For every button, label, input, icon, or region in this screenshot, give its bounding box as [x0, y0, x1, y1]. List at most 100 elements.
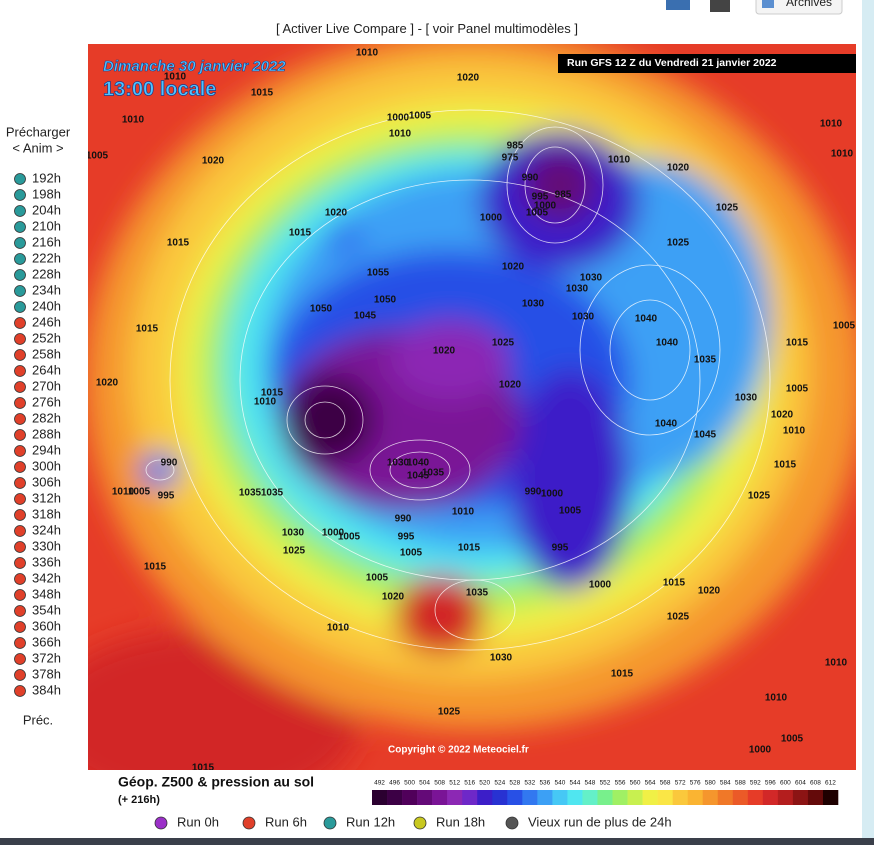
hour-dot[interactable] [14, 653, 26, 665]
hour-dot[interactable] [14, 541, 26, 553]
hour-link[interactable]: 354h [32, 602, 61, 617]
hour-link[interactable]: 264h [32, 362, 61, 377]
isobar-label: 1025 [748, 491, 771, 502]
hour-link[interactable]: 312h [32, 490, 61, 505]
hour-link[interactable]: 198h [32, 186, 61, 201]
hour-dot[interactable] [14, 477, 26, 489]
hour-link[interactable]: 318h [32, 506, 61, 521]
isobar-label: 1010 [452, 507, 475, 518]
hour-dot[interactable] [14, 269, 26, 281]
hour-dot[interactable] [14, 237, 26, 249]
hour-link[interactable]: 384h [32, 682, 61, 697]
hour-link[interactable]: 378h [32, 666, 61, 681]
hour-dot[interactable] [14, 397, 26, 409]
hour-link[interactable]: 336h [32, 554, 61, 569]
hour-dot[interactable] [14, 173, 26, 185]
isobar-label: 1015 [144, 562, 167, 573]
hour-dot[interactable] [14, 333, 26, 345]
hour-link[interactable]: 372h [32, 650, 61, 665]
hour-link[interactable]: 276h [32, 394, 61, 409]
hour-link[interactable]: 252h [32, 330, 61, 345]
hour-dot[interactable] [14, 493, 26, 505]
hour-dot[interactable] [14, 253, 26, 265]
isobar-label: 1015 [261, 388, 284, 399]
hour-dot[interactable] [14, 285, 26, 297]
hour-link[interactable]: 306h [32, 474, 61, 489]
archives-button[interactable] [755, 0, 843, 15]
hour-link[interactable]: 240h [32, 298, 61, 313]
hour-link[interactable]: 360h [32, 618, 61, 633]
hour-link[interactable]: 366h [32, 634, 61, 649]
isobar-label: 1000 [534, 201, 557, 212]
archives-label[interactable]: Archives [786, 0, 832, 9]
hour-link[interactable]: 258h [32, 346, 61, 361]
colorbar-tick-label: 580 [705, 780, 716, 787]
hour-link[interactable]: 294h [32, 442, 61, 457]
hour-link[interactable]: 324h [32, 522, 61, 537]
colorbar-tick-label: 532 [524, 780, 535, 787]
isobar-label: 1020 [499, 380, 522, 391]
hour-dot[interactable] [14, 621, 26, 633]
hour-dot[interactable] [14, 685, 26, 697]
hour-dot[interactable] [14, 365, 26, 377]
hour-link[interactable]: 216h [32, 234, 61, 249]
hour-link[interactable]: 192h [32, 170, 61, 185]
hour-link[interactable]: 270h [32, 378, 61, 393]
isobar-label: 1030 [522, 299, 545, 310]
hour-dot[interactable] [14, 669, 26, 681]
hour-link[interactable]: 300h [32, 458, 61, 473]
colorbar-tick-label: 596 [765, 780, 776, 787]
colorbar-tick-label: 576 [690, 780, 701, 787]
hour-link[interactable]: 348h [32, 586, 61, 601]
hour-link[interactable]: 204h [32, 202, 61, 217]
gif-icon[interactable] [666, 0, 690, 10]
hour-dot[interactable] [14, 189, 26, 201]
hour-link[interactable]: 222h [32, 250, 61, 265]
hour-dot[interactable] [14, 509, 26, 521]
hour-dot[interactable] [14, 637, 26, 649]
isobar-label: 1005 [526, 208, 549, 219]
live-compare-link[interactable]: Activer Live Compare [282, 21, 406, 36]
colorbar-tick-label: 516 [464, 780, 475, 787]
hour-link[interactable]: 210h [32, 218, 61, 233]
hour-link[interactable]: 234h [32, 282, 61, 297]
colorbar-tick-label: 508 [434, 780, 445, 787]
isobar-label: 1020 [698, 586, 721, 597]
prev-link[interactable]: Préc. [23, 712, 53, 727]
color-swatch [627, 790, 643, 805]
hour-link[interactable]: 330h [32, 538, 61, 553]
hour-dot[interactable] [14, 317, 26, 329]
save-icon[interactable] [710, 0, 730, 12]
hour-link[interactable]: 288h [32, 426, 61, 441]
hour-dot[interactable] [14, 413, 26, 425]
hour-dot[interactable] [14, 557, 26, 569]
hour-dot[interactable] [14, 205, 26, 217]
isobar-label: 1025 [438, 707, 461, 718]
hour-dot[interactable] [14, 605, 26, 617]
hour-dot[interactable] [14, 445, 26, 457]
color-swatch [717, 790, 734, 805]
hour-dot[interactable] [14, 525, 26, 537]
hour-dot[interactable] [14, 589, 26, 601]
hour-dot[interactable] [14, 349, 26, 361]
hour-link[interactable]: 282h [32, 410, 61, 425]
hour-dot[interactable] [14, 573, 26, 585]
hour-dot[interactable] [14, 381, 26, 393]
hour-link[interactable]: 342h [32, 570, 61, 585]
hour-dot[interactable] [14, 461, 26, 473]
hour-dot[interactable] [14, 221, 26, 233]
colorbar: 492 496 500 504 508 512 516 520 524 528 532 536 540 5… [372, 780, 839, 805]
isobar-label: 1005 [366, 573, 389, 584]
color-swatch [657, 790, 673, 805]
panel-link[interactable]: voir Panel multimodèles [433, 21, 572, 36]
hour-dot[interactable] [14, 301, 26, 313]
hour-dot[interactable] [14, 429, 26, 441]
hour-link[interactable]: 246h [32, 314, 61, 329]
isobar-label: 1020 [771, 410, 794, 421]
color-swatch [792, 790, 809, 805]
legend-label: Run 18h [436, 814, 485, 829]
isobar-label: 1010 [327, 623, 350, 634]
anim-link[interactable]: < Anim > [12, 140, 63, 155]
hour-link[interactable]: 228h [32, 266, 61, 281]
